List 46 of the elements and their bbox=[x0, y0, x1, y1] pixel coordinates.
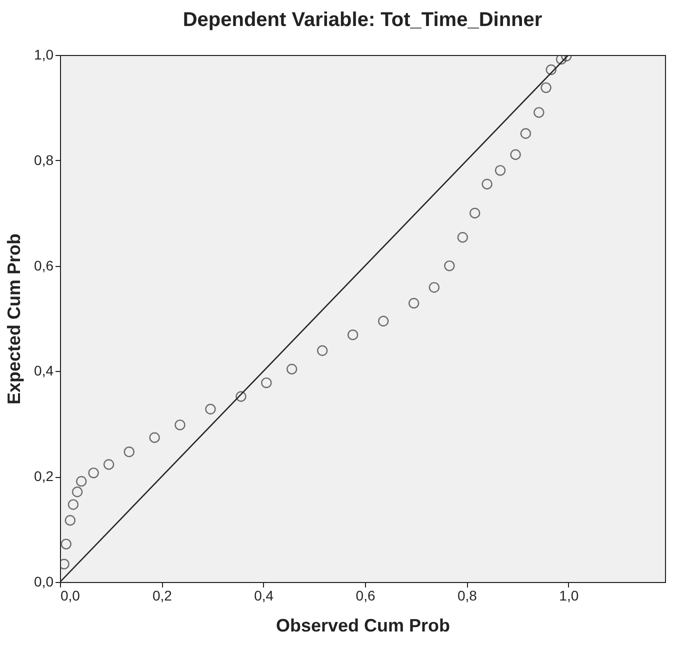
point bbox=[286, 364, 298, 374]
y-axis-title: Expected Cum Prob bbox=[4, 233, 24, 405]
point bbox=[60, 538, 72, 550]
point bbox=[556, 55, 567, 65]
point bbox=[520, 128, 532, 139]
x-tick-label: 0,6 bbox=[356, 588, 376, 604]
point bbox=[60, 558, 70, 570]
point bbox=[510, 149, 521, 160]
point bbox=[149, 432, 160, 443]
point bbox=[347, 330, 358, 340]
x-tick-label: 0,4 bbox=[254, 588, 274, 604]
point bbox=[457, 232, 468, 243]
x-tick-label: 0,0 bbox=[60, 588, 80, 604]
point bbox=[103, 459, 114, 470]
point bbox=[76, 476, 87, 487]
point bbox=[534, 107, 544, 118]
point bbox=[236, 391, 246, 402]
point bbox=[408, 298, 420, 309]
point bbox=[261, 377, 272, 388]
point bbox=[378, 316, 389, 326]
x-tick-label: 0,2 bbox=[152, 588, 172, 604]
chart-title: Dependent Variable: Tot_Time_Dinner bbox=[182, 9, 542, 31]
y-tick-label: 0,6 bbox=[34, 257, 54, 274]
point bbox=[64, 515, 76, 526]
y-tick-label: 0,0 bbox=[34, 574, 54, 590]
x-axis-title: Observed Cum Prob bbox=[276, 616, 450, 636]
point bbox=[88, 468, 99, 478]
y-tick-label: 0,4 bbox=[34, 362, 54, 379]
point bbox=[546, 64, 556, 76]
point bbox=[124, 446, 134, 458]
point bbox=[444, 260, 455, 272]
y-tick-label: 0,2 bbox=[34, 468, 54, 484]
point bbox=[428, 282, 440, 293]
point bbox=[470, 208, 480, 218]
x-tick-label: 0,8 bbox=[457, 588, 478, 604]
point bbox=[72, 486, 83, 498]
point bbox=[174, 420, 186, 430]
point bbox=[68, 499, 79, 510]
point bbox=[316, 345, 328, 356]
point bbox=[540, 82, 552, 94]
point bbox=[205, 404, 216, 414]
point bbox=[482, 178, 492, 190]
y-tick-label: 0,8 bbox=[34, 152, 54, 168]
y-tick-label: 1,0 bbox=[34, 46, 54, 62]
x-tick-label: 1,0 bbox=[559, 588, 579, 604]
point bbox=[494, 165, 506, 176]
